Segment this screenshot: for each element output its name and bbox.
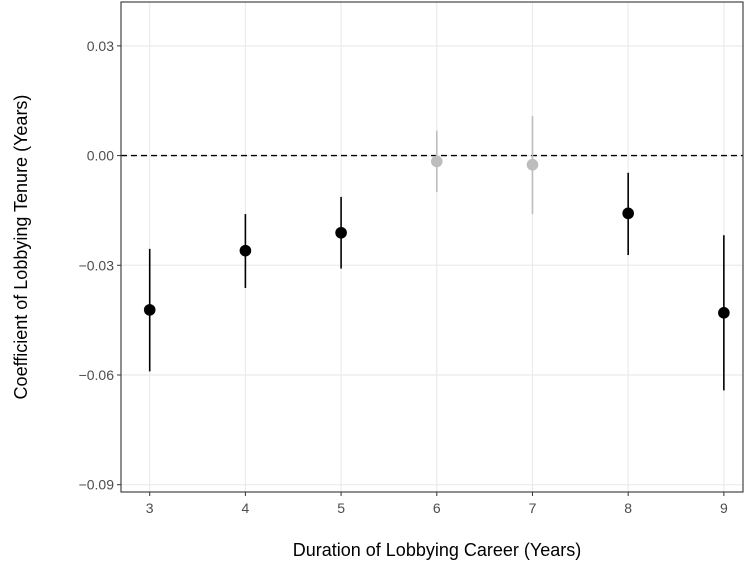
plot-panel <box>121 2 743 492</box>
y-tick-label: −0.03 <box>79 257 115 273</box>
x-axis-title: Duration of Lobbying Career (Years) <box>293 540 582 560</box>
x-tick-label: 9 <box>720 500 728 516</box>
estimate-point-8 <box>622 207 634 220</box>
x-tick-label: 3 <box>146 500 154 516</box>
x-tick-label: 5 <box>337 500 345 516</box>
estimate-point-7 <box>526 158 539 171</box>
panel-border <box>120 1 744 493</box>
y-axis-title: Coefficient of Lobbying Tenure (Years) <box>11 95 31 400</box>
x-tick-label: 6 <box>433 500 441 516</box>
estimate-point-6 <box>430 155 443 168</box>
y-axis-ticks: −0.09 −0.06 −0.03 0.00 0.03 <box>79 38 121 493</box>
estimate-point-5 <box>335 226 347 239</box>
estimate-point-4 <box>239 244 252 257</box>
estimate-points <box>143 155 730 319</box>
estimate-point-9 <box>718 307 730 319</box>
x-tick-label: 8 <box>624 500 632 516</box>
y-tick-label: −0.06 <box>79 367 115 383</box>
x-axis-ticks: 3 4 5 6 7 8 9 <box>146 492 728 516</box>
y-tick-label: 0.00 <box>87 148 114 164</box>
x-tick-label: 7 <box>529 500 537 516</box>
y-tick-label: 0.03 <box>87 38 114 54</box>
estimate-point-3 <box>143 304 156 316</box>
y-tick-label: −0.09 <box>79 477 115 493</box>
x-tick-label: 4 <box>242 500 250 516</box>
